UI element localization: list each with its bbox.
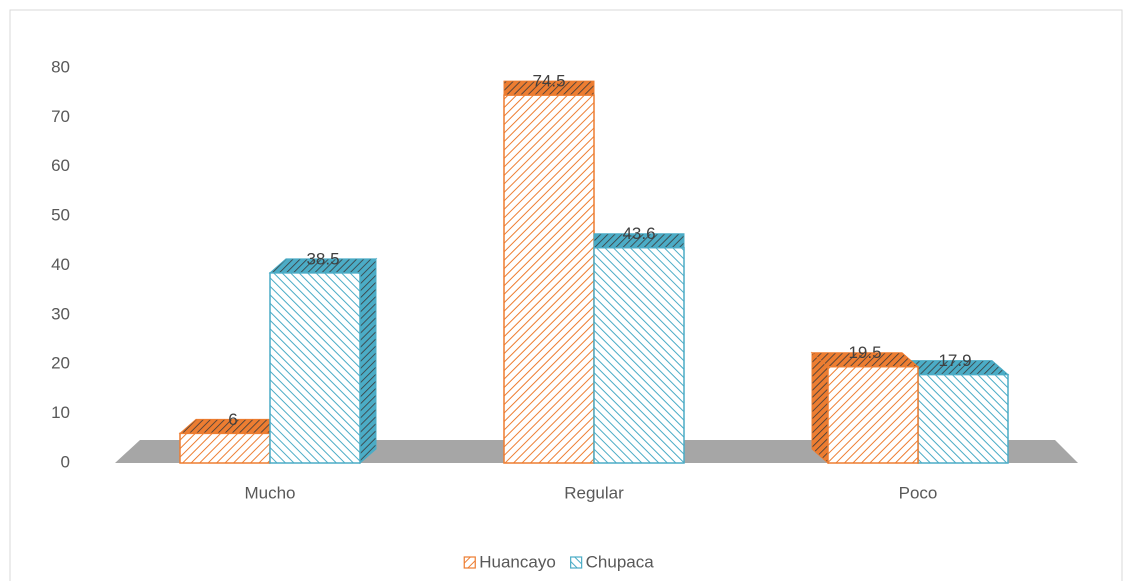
y-tick-label: 40 [51, 255, 70, 274]
bar [179, 432, 271, 464]
y-tick-label: 20 [51, 354, 70, 373]
x-tick-label: Poco [899, 483, 938, 502]
data-label: 17.9 [938, 351, 971, 370]
bar [503, 94, 595, 464]
bar [917, 373, 1009, 464]
x-tick-label: Regular [564, 483, 624, 502]
bar-side [359, 257, 377, 465]
y-tick-label: 0 [61, 452, 70, 471]
legend-label: Chupaca [586, 552, 655, 571]
data-label: 43.6 [622, 224, 655, 243]
bar [827, 365, 919, 464]
y-tick-label: 80 [51, 57, 70, 76]
data-label: 74.5 [532, 72, 565, 91]
bar [593, 246, 685, 464]
legend-swatch [570, 556, 583, 569]
data-label: 19.5 [848, 343, 881, 362]
legend-label: Huancayo [479, 552, 556, 571]
data-label: 6 [228, 410, 237, 429]
x-tick-label: Mucho [244, 483, 295, 502]
y-tick-label: 70 [51, 107, 70, 126]
y-tick-label: 10 [51, 403, 70, 422]
bar [269, 272, 361, 464]
data-label: 38.5 [306, 249, 339, 268]
y-tick-label: 50 [51, 206, 70, 225]
y-tick-label: 60 [51, 156, 70, 175]
y-tick-label: 30 [51, 304, 70, 323]
bar-side [811, 351, 829, 465]
legend-swatch [463, 556, 476, 569]
